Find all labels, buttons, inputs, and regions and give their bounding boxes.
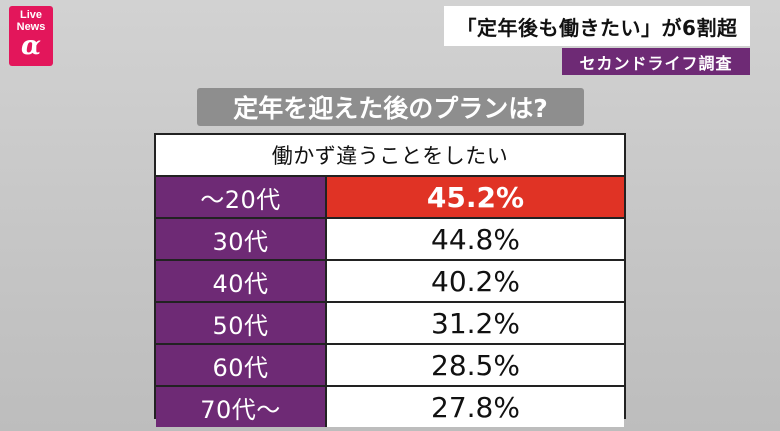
table-row: 50代 31.2% [156, 303, 624, 345]
table-body: 〜20代 45.2% 30代 44.8% 40代 40.2% 50代 31.2% 60代 28.5… [156, 177, 624, 427]
age-group-label: 〜20代 [156, 177, 327, 217]
age-group-label: 50代 [156, 303, 327, 343]
logo-live-text: Live [19, 9, 42, 21]
survey-table: 働かず違うことをしたい 〜20代 45.2% 30代 44.8% 40代 40.2% 50代… [154, 133, 626, 427]
age-group-label: 40代 [156, 261, 327, 301]
age-group-label: 30代 [156, 219, 327, 259]
logo-alpha-icon: α [20, 31, 41, 61]
percentage-value: 44.8% [327, 219, 624, 259]
table-row: 30代 44.8% [156, 219, 624, 261]
chart-title: 定年を迎えた後のプランは? [197, 88, 584, 126]
percentage-value: 40.2% [327, 261, 624, 301]
table-row: 70代〜 27.8% [156, 387, 624, 427]
table-row: 40代 40.2% [156, 261, 624, 303]
age-group-label: 70代〜 [156, 387, 327, 427]
percentage-value: 31.2% [327, 303, 624, 343]
logo-news-text: News [16, 21, 46, 33]
table-row: 〜20代 45.2% [156, 177, 624, 219]
live-news-alpha-logo: Live News α [9, 6, 53, 66]
table-row: 60代 28.5% [156, 345, 624, 387]
percentage-value: 28.5% [327, 345, 624, 385]
age-group-label: 60代 [156, 345, 327, 385]
percentage-value: 27.8% [327, 387, 624, 427]
table-header: 働かず違うことをしたい [156, 135, 624, 177]
topic-tag: セカンドライフ調査 [562, 48, 750, 75]
headline-caption: 「定年後も働きたい」が6割超 [444, 6, 750, 46]
percentage-value-highlight: 45.2% [327, 177, 624, 217]
